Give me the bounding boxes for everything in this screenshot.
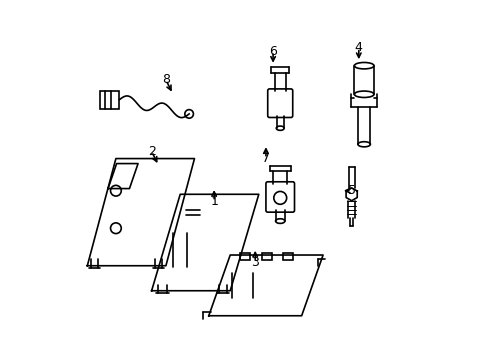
Bar xyxy=(240,253,250,260)
Circle shape xyxy=(184,110,193,118)
Text: 5: 5 xyxy=(347,184,355,197)
Ellipse shape xyxy=(354,63,373,69)
Text: 8: 8 xyxy=(162,73,169,86)
FancyBboxPatch shape xyxy=(267,89,292,117)
Ellipse shape xyxy=(357,142,370,147)
Circle shape xyxy=(110,185,121,196)
Circle shape xyxy=(110,223,121,234)
Ellipse shape xyxy=(354,91,373,98)
Text: 3: 3 xyxy=(251,256,259,269)
Text: 7: 7 xyxy=(262,152,269,165)
Circle shape xyxy=(273,192,286,204)
Bar xyxy=(283,253,292,260)
Bar xyxy=(100,91,119,109)
Ellipse shape xyxy=(275,219,285,224)
Text: 6: 6 xyxy=(268,45,276,58)
Text: 2: 2 xyxy=(147,145,155,158)
FancyBboxPatch shape xyxy=(265,182,294,212)
Bar xyxy=(261,253,271,260)
Ellipse shape xyxy=(276,126,284,130)
Text: 1: 1 xyxy=(210,195,218,208)
Text: 4: 4 xyxy=(354,41,362,54)
